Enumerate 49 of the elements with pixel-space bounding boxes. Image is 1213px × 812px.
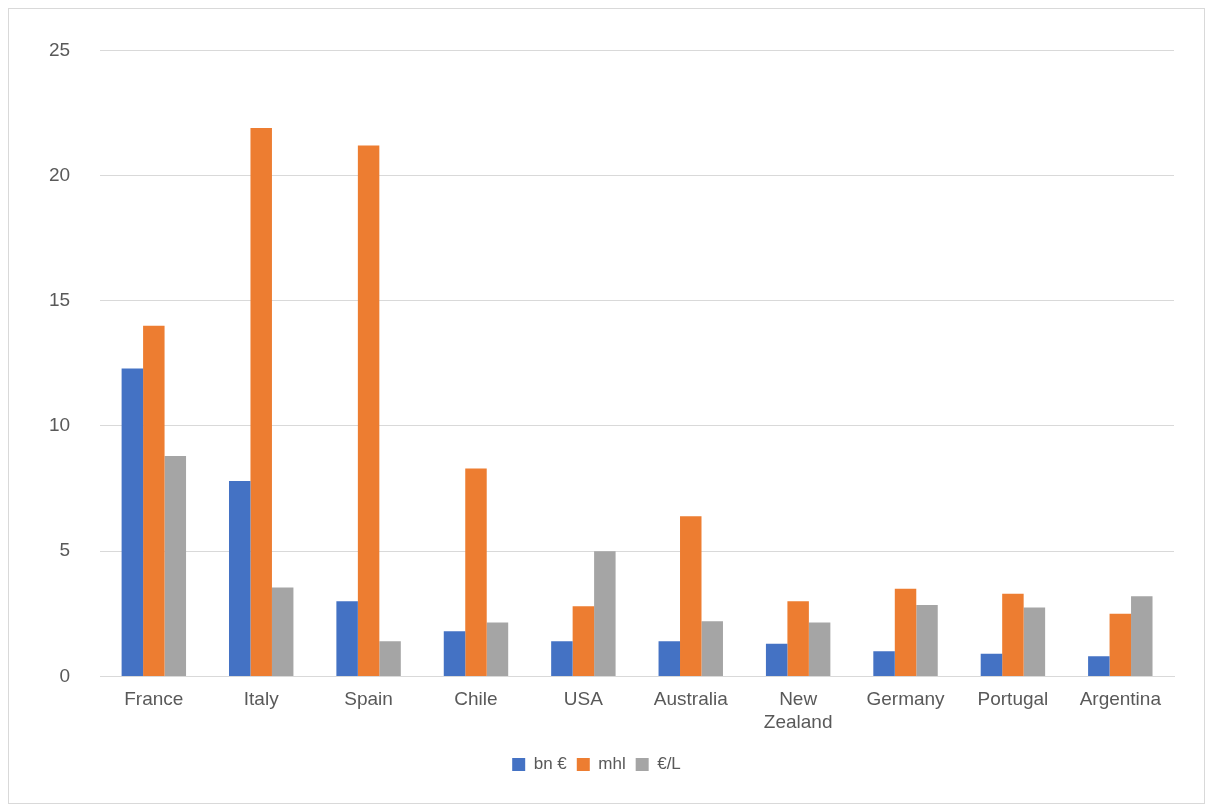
bar <box>271 587 294 676</box>
x-tick-label: Germany <box>866 688 946 710</box>
y-tick-label: 0 <box>59 664 71 686</box>
bar <box>980 653 1003 676</box>
legend-label: mhl <box>598 754 626 774</box>
bar <box>465 468 487 676</box>
bar <box>916 605 938 676</box>
y-tick-label: 20 <box>48 163 71 185</box>
bar <box>701 621 723 676</box>
bar <box>486 622 509 676</box>
legend-label: €/L <box>657 754 681 774</box>
bar <box>336 601 358 676</box>
bar <box>894 588 917 676</box>
bar <box>250 128 272 676</box>
y-tick-label: 5 <box>59 539 71 561</box>
bar <box>229 481 251 676</box>
x-tick-label: Australia <box>653 688 729 710</box>
bar <box>1109 613 1132 676</box>
bar <box>787 601 809 676</box>
bar <box>594 551 616 676</box>
bar <box>658 641 681 676</box>
bar <box>164 456 187 676</box>
y-tick-label: 15 <box>48 289 71 311</box>
bar <box>143 325 165 676</box>
bar <box>808 622 831 676</box>
bar <box>443 631 466 676</box>
x-tick-label: Italy <box>243 688 280 710</box>
legend-label: bn € <box>533 754 568 774</box>
y-tick-label: 25 <box>48 38 71 60</box>
x-tick-label: France <box>124 688 184 710</box>
bar <box>765 643 788 676</box>
bar <box>1131 596 1153 676</box>
bar <box>121 368 144 676</box>
x-tick-label: Argentina <box>1079 688 1162 710</box>
bar <box>357 145 380 676</box>
bar <box>873 651 895 676</box>
bar <box>379 641 401 676</box>
x-tick-label: USA <box>563 688 604 710</box>
bar <box>1088 656 1110 676</box>
y-tick-label: 10 <box>48 414 71 436</box>
bar <box>680 516 702 676</box>
x-tick-label: Chile <box>454 688 498 710</box>
bar <box>572 606 595 676</box>
x-tick-label: Portugal <box>977 688 1049 710</box>
bar <box>1002 593 1024 676</box>
bar <box>1023 607 1046 676</box>
x-tick-label: New Zealand <box>763 688 833 732</box>
x-tick-label: Spain <box>344 688 393 710</box>
bar <box>551 641 573 676</box>
